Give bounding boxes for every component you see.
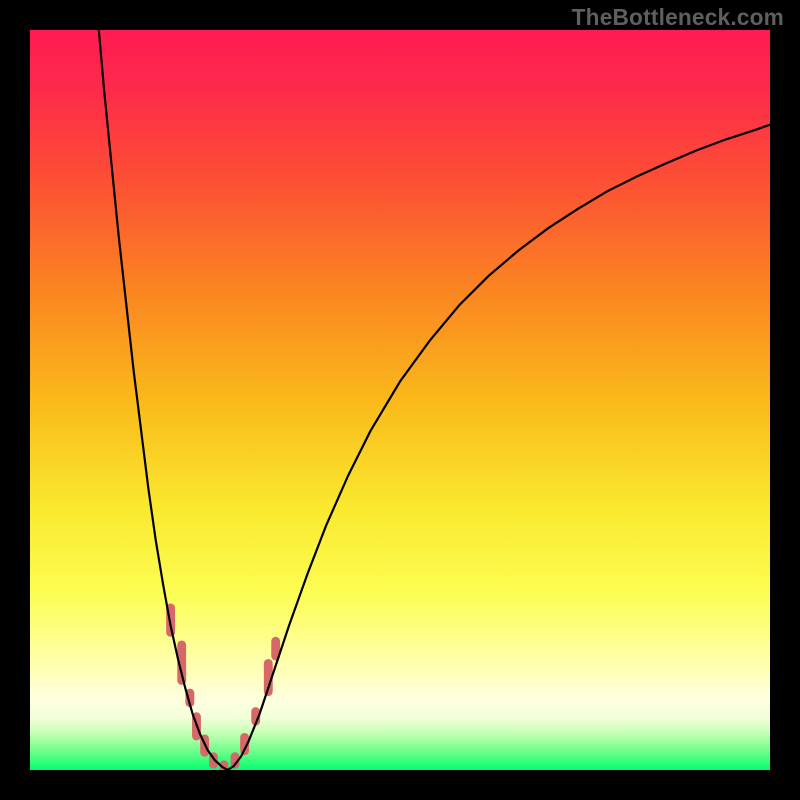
watermark-text: TheBottleneck.com bbox=[572, 4, 784, 31]
chart-container: { "watermark": { "text": "TheBottleneck.… bbox=[0, 0, 800, 800]
chart-gradient-background bbox=[30, 30, 770, 770]
bottleneck-chart bbox=[0, 0, 800, 800]
